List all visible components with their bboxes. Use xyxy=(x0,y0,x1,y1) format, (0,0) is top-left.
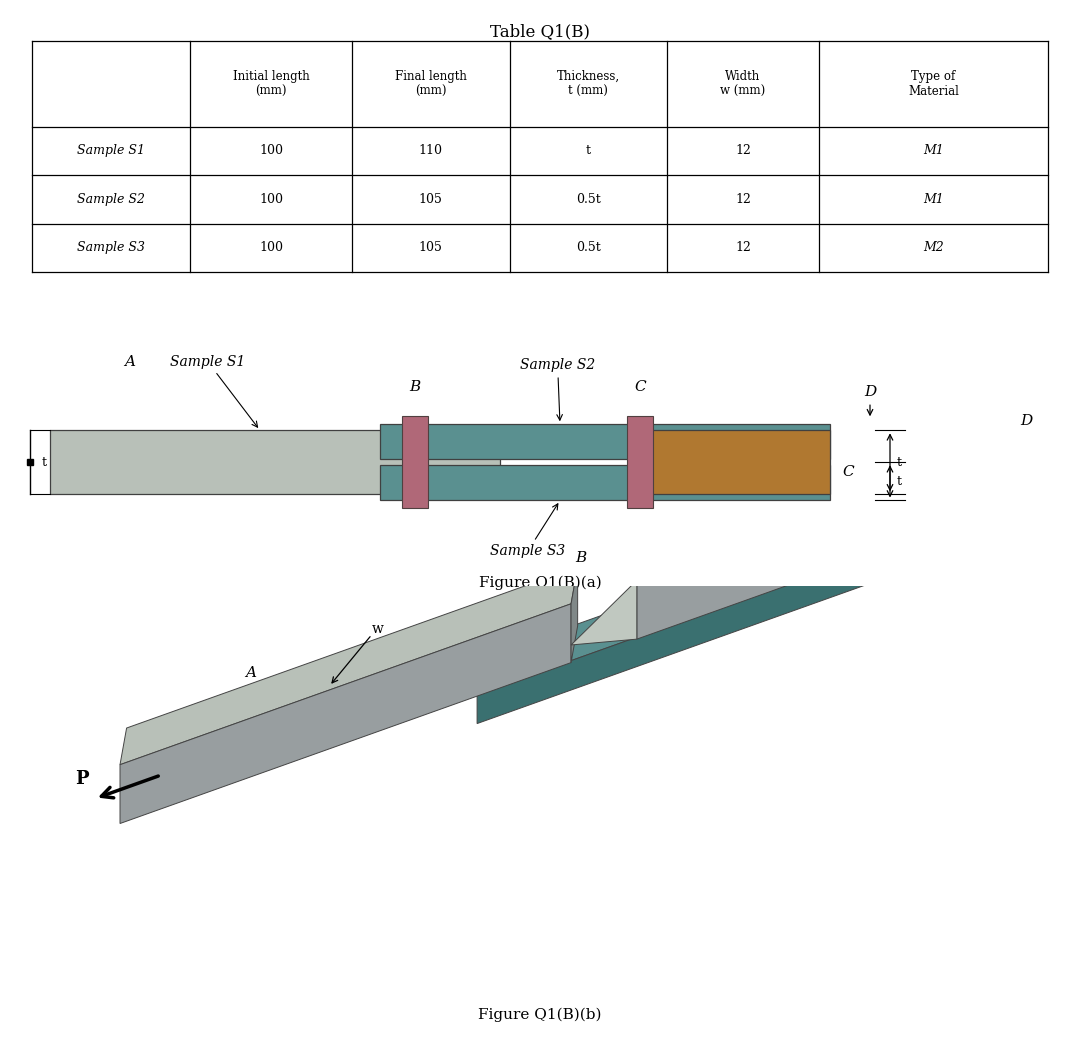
Text: t: t xyxy=(42,455,48,469)
Text: A: A xyxy=(245,666,256,681)
Text: 110: 110 xyxy=(419,144,443,157)
Text: t: t xyxy=(897,475,902,488)
Polygon shape xyxy=(120,567,578,764)
Bar xyxy=(380,424,831,460)
Polygon shape xyxy=(806,452,1059,582)
Text: B: B xyxy=(409,380,420,395)
Polygon shape xyxy=(477,449,1066,694)
Text: Thickness,
t (mm): Thickness, t (mm) xyxy=(556,70,620,97)
Polygon shape xyxy=(120,604,571,824)
Text: Sample S1: Sample S1 xyxy=(170,355,257,427)
Polygon shape xyxy=(1059,449,1066,516)
Bar xyxy=(627,417,653,509)
Text: D: D xyxy=(864,385,876,399)
Bar xyxy=(402,417,428,509)
Text: Sample S3: Sample S3 xyxy=(490,504,565,558)
Polygon shape xyxy=(589,551,597,580)
Text: Figure Q1(B)(b): Figure Q1(B)(b) xyxy=(478,1008,602,1023)
Text: P: P xyxy=(76,770,89,788)
Text: B: B xyxy=(575,551,586,565)
Bar xyxy=(50,430,500,494)
Polygon shape xyxy=(589,551,597,558)
Text: 105: 105 xyxy=(419,193,443,206)
Bar xyxy=(380,465,831,500)
Text: w: w xyxy=(372,622,383,636)
Text: Sample S2: Sample S2 xyxy=(519,358,595,420)
Text: 12: 12 xyxy=(735,144,751,157)
Text: M1: M1 xyxy=(923,144,944,157)
Text: M1: M1 xyxy=(923,193,944,206)
Text: 12: 12 xyxy=(735,193,751,206)
Text: Sample S1: Sample S1 xyxy=(77,144,145,157)
Text: D: D xyxy=(1020,415,1032,428)
Text: M2: M2 xyxy=(923,242,944,254)
Text: Width
w (mm): Width w (mm) xyxy=(720,70,766,97)
Polygon shape xyxy=(571,580,637,645)
Bar xyxy=(635,430,831,494)
Polygon shape xyxy=(637,429,1059,639)
Text: 105: 105 xyxy=(419,242,443,254)
Text: 12: 12 xyxy=(735,242,751,254)
Text: 100: 100 xyxy=(259,144,283,157)
Text: 0.5t: 0.5t xyxy=(576,242,600,254)
Text: Sample S3: Sample S3 xyxy=(77,242,145,254)
Polygon shape xyxy=(477,486,1059,723)
Text: C: C xyxy=(634,380,646,395)
Polygon shape xyxy=(571,567,578,663)
Polygon shape xyxy=(637,393,1066,580)
Text: Final length
(mm): Final length (mm) xyxy=(395,70,467,97)
Text: Initial length
(mm): Initial length (mm) xyxy=(232,70,309,97)
Text: t: t xyxy=(897,455,902,469)
Text: 0.5t: 0.5t xyxy=(576,193,600,206)
Text: 100: 100 xyxy=(259,193,283,206)
Text: A: A xyxy=(124,355,135,370)
Polygon shape xyxy=(1059,416,1066,491)
Polygon shape xyxy=(806,416,1066,542)
Text: Figure Q1(B)(a): Figure Q1(B)(a) xyxy=(478,576,602,591)
Text: Table Q1(B): Table Q1(B) xyxy=(490,23,590,41)
Polygon shape xyxy=(824,467,833,474)
Polygon shape xyxy=(1059,393,1066,488)
Text: Sample S2: Sample S2 xyxy=(77,193,145,206)
Text: C: C xyxy=(842,465,853,478)
Polygon shape xyxy=(824,467,833,496)
Text: 100: 100 xyxy=(259,242,283,254)
Text: Type of
Material: Type of Material xyxy=(908,70,959,97)
Text: t: t xyxy=(585,144,591,157)
